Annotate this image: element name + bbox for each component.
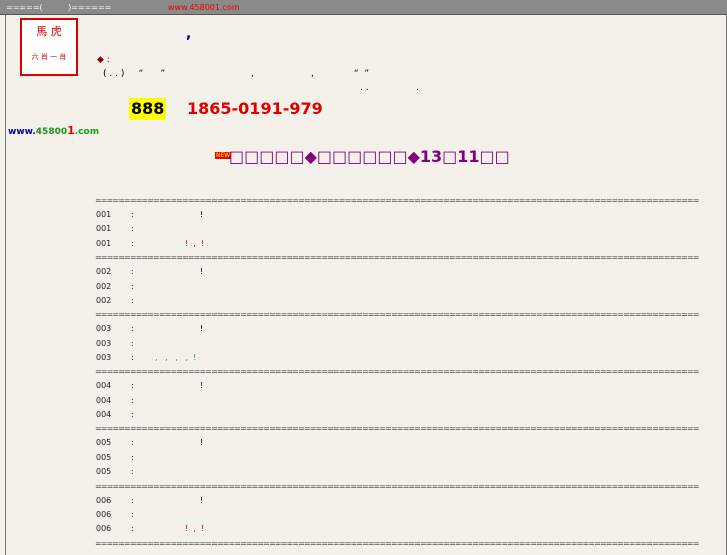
top-url[interactable]: www.458001.com xyxy=(168,3,240,12)
row-id: 004 xyxy=(96,381,112,391)
row-sep: : xyxy=(131,224,134,234)
row-note: ! xyxy=(200,381,204,391)
comma: , xyxy=(186,26,192,42)
row-sep: : xyxy=(131,410,134,420)
site-part: www. xyxy=(8,127,36,137)
row-sep: : xyxy=(131,509,134,519)
row-sep: : xyxy=(131,381,134,391)
site-part: .com xyxy=(74,127,100,137)
row-id: 002 xyxy=(96,281,112,291)
row-sep: : xyxy=(131,452,134,462)
row-id: 006 xyxy=(96,509,112,519)
row-sep: : xyxy=(131,267,134,277)
separator: ========================================… xyxy=(95,481,699,491)
row-id: 005 xyxy=(96,438,112,448)
row-sep: : xyxy=(131,210,134,219)
row-note: ! , ! xyxy=(185,238,205,248)
frame xyxy=(5,15,727,555)
separator: ========================================… xyxy=(95,196,699,205)
row-id: 006 xyxy=(96,495,112,505)
row-id: 002 xyxy=(96,267,112,277)
row-id: 004 xyxy=(96,395,112,405)
row-id: 004 xyxy=(96,410,112,420)
hotline: 888 xyxy=(129,98,167,120)
row-id: 005 xyxy=(96,452,112,462)
row-id: 003 xyxy=(96,324,112,334)
headline: □□□□□◆□□□□□□◆13□11□□ xyxy=(229,147,510,166)
row-id: 001 xyxy=(96,224,112,234)
logo: 馬 虎六 肖 一 肖 xyxy=(20,18,78,76)
row-id: 003 xyxy=(96,353,112,362)
row-id: 001 xyxy=(96,238,112,248)
new-badge: NEW xyxy=(215,152,232,159)
separator: ========================================… xyxy=(95,310,699,320)
row-id: 001 xyxy=(96,210,112,219)
row-note: ! xyxy=(200,495,204,505)
row-note: ! xyxy=(200,267,204,277)
intro-line: ◆ : xyxy=(97,55,110,65)
separator: ========================================… xyxy=(95,367,699,377)
separator: ========================================… xyxy=(95,253,699,263)
separator: ========================================… xyxy=(95,424,699,434)
phone: 1865-0191-979 xyxy=(187,99,323,118)
row-id: 005 xyxy=(96,467,112,477)
row-sep: : xyxy=(131,281,134,291)
row-sep: : xyxy=(131,295,134,305)
row-sep: : xyxy=(131,324,134,334)
site-part: 1 xyxy=(67,124,75,137)
row-note: , , , , ! xyxy=(155,353,197,362)
row-note: ! xyxy=(200,438,204,448)
row-id: 003 xyxy=(96,338,112,348)
row-sep: : xyxy=(131,438,134,448)
row-id: 006 xyxy=(96,524,112,534)
row-note: ! xyxy=(200,324,204,334)
site-link[interactable]: www.458001.com xyxy=(8,124,99,137)
top-bar: =====( )====== www.458001.com xyxy=(0,0,727,15)
row-note: ! , ! xyxy=(185,524,205,534)
row-sep: : xyxy=(131,338,134,348)
row-sep: : xyxy=(131,524,134,534)
separator: ========================================… xyxy=(95,538,699,548)
row-sep: : xyxy=(131,238,134,248)
row-sep: : xyxy=(131,395,134,405)
site-part: 45800 xyxy=(35,127,68,137)
row-id: 002 xyxy=(96,295,112,305)
intro-line: . xyxy=(416,83,419,93)
row-sep: : xyxy=(131,495,134,505)
row-note: ! xyxy=(200,210,204,219)
row-sep: : xyxy=(131,353,134,362)
top-text: =====( )====== xyxy=(6,3,112,12)
intro-line: ( . . ) “ ” , , “ ” xyxy=(103,69,369,79)
row-sep: : xyxy=(131,467,134,477)
intro-line: . . xyxy=(360,83,369,93)
